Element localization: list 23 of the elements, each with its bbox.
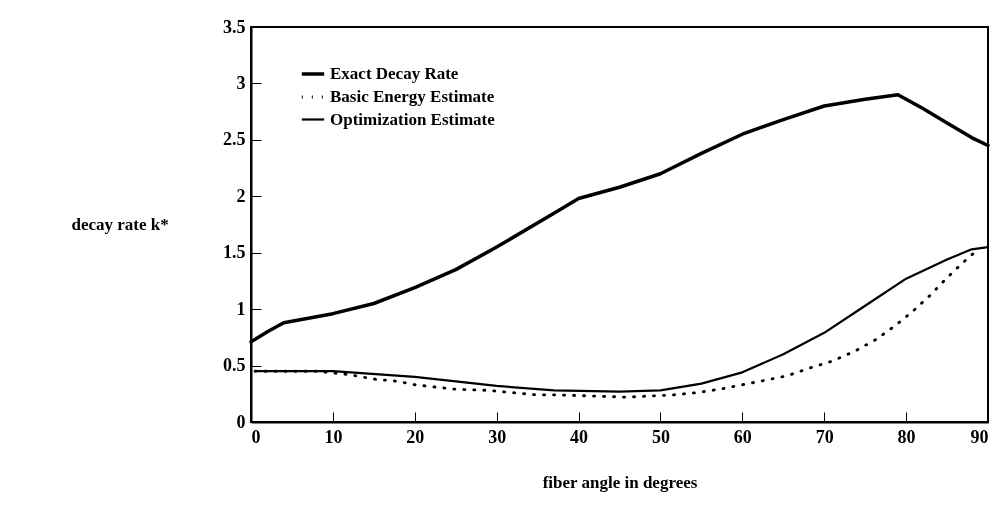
y-tick-label: 3.5: [223, 16, 246, 37]
legend-label: Basic Energy Estimate: [330, 87, 495, 106]
y-tick-label: 3: [236, 72, 246, 93]
x-axis-title: fiber angle in degrees: [542, 472, 698, 492]
x-tick-label: 80: [897, 426, 916, 447]
y-tick-label: 2: [236, 185, 246, 206]
legend-label: Exact Decay Rate: [330, 64, 459, 83]
x-tick-label: 0: [251, 426, 261, 447]
y-tick-label: 0.5: [223, 355, 246, 376]
x-tick-label: 60: [733, 426, 752, 447]
y-tick-label: 1: [236, 298, 246, 319]
y-tick-label: 1.5: [223, 242, 246, 263]
x-tick-label: 10: [324, 426, 343, 447]
x-tick-label: 20: [406, 426, 425, 447]
x-tick-label: 40: [570, 426, 589, 447]
x-tick-label: 30: [488, 426, 507, 447]
y-tick-label: 0: [236, 411, 246, 432]
y-axis-title: decay rate k*: [71, 214, 169, 234]
x-tick-label: 70: [815, 426, 834, 447]
x-tick-label: 90: [970, 426, 989, 447]
legend-label: Optimization Estimate: [330, 109, 496, 129]
x-tick-label: 50: [651, 426, 670, 447]
y-tick-label: 2.5: [223, 129, 246, 150]
